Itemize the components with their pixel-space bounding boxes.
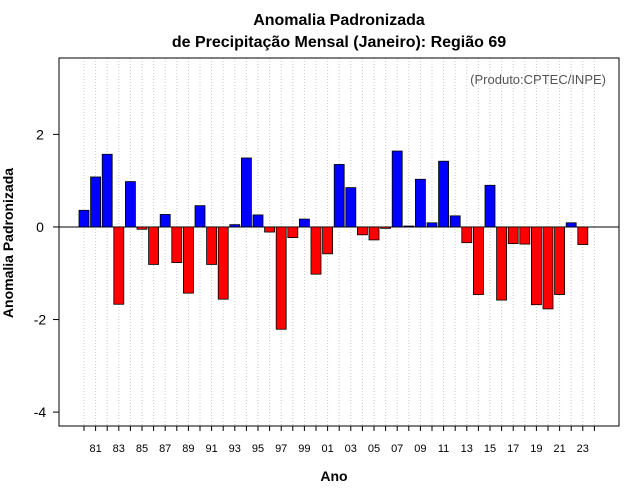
bar-1986 <box>148 226 160 265</box>
bar-2007 <box>391 150 403 228</box>
bar-1989 <box>182 226 194 294</box>
bar-1988 <box>171 226 183 263</box>
x-tick-label: 95 <box>252 443 264 455</box>
bar-2018 <box>519 226 531 245</box>
bars <box>78 150 589 330</box>
x-tick-label: 09 <box>414 443 426 455</box>
bar-2013 <box>461 226 473 244</box>
bar-2014 <box>472 226 484 295</box>
credit-label: (Produto:CPTEC/INPE) <box>470 72 606 87</box>
x-tick-label: 03 <box>345 443 357 455</box>
x-tick-label: 85 <box>136 443 148 455</box>
y-axis: -4 -2 0 2 <box>34 126 59 420</box>
bar-1990 <box>194 205 206 228</box>
bar-2006 <box>380 226 392 229</box>
bar-1987 <box>159 214 171 228</box>
bar-2020 <box>542 226 554 310</box>
y-tick-label: 0 <box>36 219 44 235</box>
bar-1994 <box>240 157 252 228</box>
bar-2015 <box>484 184 496 228</box>
x-tick-label: 97 <box>275 443 287 455</box>
bar-2008 <box>403 225 415 228</box>
bar-1996 <box>264 226 276 233</box>
x-tick-label: 05 <box>368 443 380 455</box>
bar-2017 <box>507 226 519 245</box>
bar-2023 <box>577 226 589 245</box>
bar-2022 <box>565 222 577 228</box>
bar-1985 <box>136 226 148 230</box>
y-tick-label: -4 <box>34 404 47 420</box>
x-tick-label: 21 <box>553 443 565 455</box>
bar-1992 <box>217 226 229 300</box>
bar-2001 <box>322 226 334 255</box>
x-tick-label: 93 <box>229 443 241 455</box>
bar-2004 <box>356 226 368 236</box>
x-tick-label: 15 <box>484 443 496 455</box>
x-tick-label: 99 <box>298 443 310 455</box>
bar-1997 <box>275 226 287 330</box>
bar-1982 <box>101 153 113 228</box>
x-tick-label: 83 <box>113 443 125 455</box>
bar-1995 <box>252 214 264 228</box>
y-tick-label: -2 <box>34 312 47 328</box>
bar-2003 <box>345 187 357 228</box>
bar-2000 <box>310 226 322 275</box>
x-tick-label: 19 <box>530 443 542 455</box>
bar-1984 <box>125 181 136 228</box>
bar-1980 <box>78 209 90 228</box>
x-tick-label: 81 <box>89 443 101 455</box>
x-axis: 81 83 85 87 89 91 93 95 97 99 01 03 05 07 09 11 13 15 17 19… <box>83 426 595 455</box>
x-tick-label: 07 <box>391 443 403 455</box>
bar-2016 <box>496 226 508 301</box>
bar-2005 <box>368 226 380 241</box>
x-tick-label: 91 <box>205 443 217 455</box>
x-tick-label: 17 <box>507 443 519 455</box>
y-tick-label: 2 <box>36 126 44 142</box>
bar-1993 <box>229 224 241 228</box>
x-tick-label: 01 <box>321 443 333 455</box>
bar-1983 <box>113 226 125 305</box>
bar-2012 <box>449 215 461 228</box>
x-tick-label: 87 <box>159 443 171 455</box>
bar-1991 <box>206 226 218 265</box>
x-axis-title: Ano <box>320 468 347 484</box>
x-tick-label: 89 <box>182 443 194 455</box>
bar-2011 <box>438 160 450 228</box>
x-tick-label: 11 <box>438 443 449 455</box>
x-tick-label: 23 <box>577 443 589 455</box>
bar-2021 <box>554 226 565 295</box>
x-tick-label: 13 <box>461 443 473 455</box>
y-axis-title: Anomalia Padronizada <box>0 168 16 318</box>
bar-2009 <box>414 178 426 228</box>
chart-subtitle: de Precipitação Mensal (Janeiro): Região… <box>172 34 506 51</box>
bar-2010 <box>426 222 438 228</box>
chart-title: Anomalia Padronizada <box>253 12 425 29</box>
bar-1998 <box>287 226 299 239</box>
bar-1999 <box>298 218 310 228</box>
bar-2002 <box>333 164 345 228</box>
bar-1981 <box>90 176 101 228</box>
bar-2019 <box>531 226 542 306</box>
